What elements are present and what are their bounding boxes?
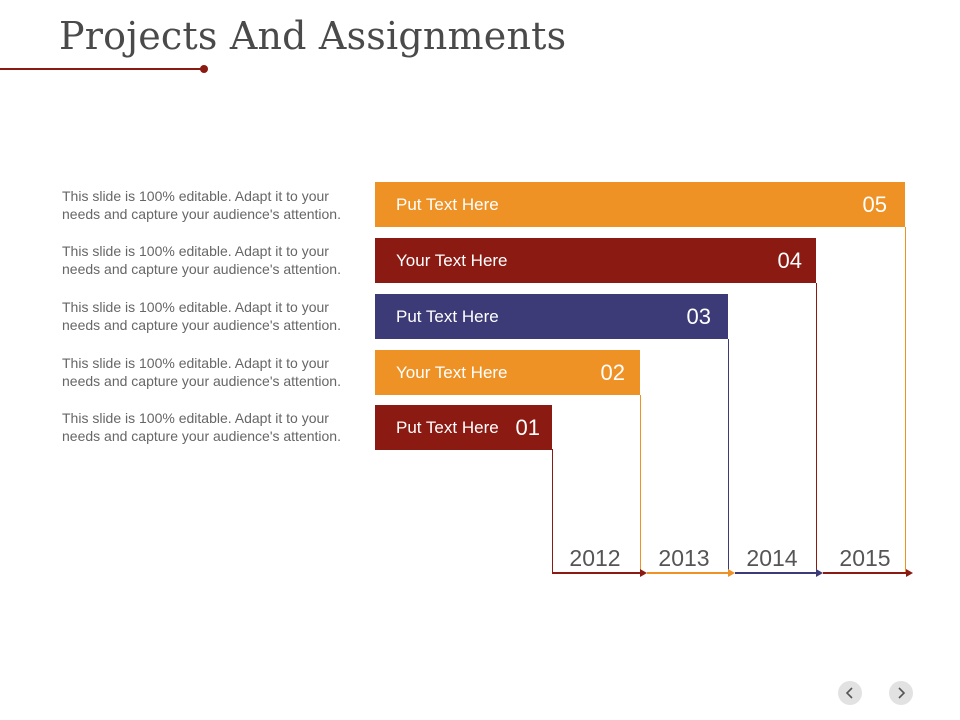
connector-line-2013 bbox=[728, 339, 729, 573]
bar-number: 03 bbox=[686, 304, 711, 329]
arrow-icon bbox=[640, 569, 647, 577]
bar-number: 02 bbox=[600, 360, 625, 385]
year-label-2014: 2014 bbox=[746, 545, 798, 571]
bar-number: 05 bbox=[862, 192, 887, 217]
bar-label: Put Text Here bbox=[396, 418, 499, 437]
description-text: This slide is 100% editable. Adapt it to… bbox=[62, 243, 341, 277]
timeline-segment bbox=[552, 572, 640, 574]
year-label-2013: 2013 bbox=[658, 545, 710, 571]
year-label-2012: 2012 bbox=[569, 545, 621, 571]
timeline-segment bbox=[647, 572, 728, 574]
bar-label: Put Text Here bbox=[396, 195, 499, 214]
title-underline bbox=[0, 68, 203, 70]
connector-line-2012 bbox=[552, 449, 553, 573]
bar-01: Put Text Here 01 bbox=[375, 405, 552, 450]
arrow-icon bbox=[816, 569, 823, 577]
timeline-segment bbox=[823, 572, 906, 574]
bar-label: Put Text Here bbox=[396, 307, 499, 326]
bar-02: Your Text Here 02 bbox=[375, 350, 640, 395]
arrow-icon bbox=[906, 569, 913, 577]
bar-04: Your Text Here 04 bbox=[375, 238, 816, 283]
year-label-2015: 2015 bbox=[839, 545, 891, 571]
bar-05: Put Text Here 05 bbox=[375, 182, 905, 227]
description-text: This slide is 100% editable. Adapt it to… bbox=[62, 355, 341, 389]
connector-line-2012b bbox=[640, 395, 641, 573]
arrow-icon bbox=[728, 569, 735, 577]
description-text: This slide is 100% editable. Adapt it to… bbox=[62, 410, 341, 444]
bar-label: Your Text Here bbox=[396, 363, 508, 382]
bar-03: Put Text Here 03 bbox=[375, 294, 728, 339]
bar-number: 01 bbox=[515, 415, 540, 440]
bar-number: 04 bbox=[777, 248, 802, 273]
bar-label: Your Text Here bbox=[396, 251, 508, 270]
prev-slide-button[interactable] bbox=[838, 681, 862, 705]
description-text: This slide is 100% editable. Adapt it to… bbox=[62, 188, 341, 222]
title-underline-dot bbox=[200, 65, 208, 73]
connector-line-2015 bbox=[905, 227, 906, 573]
next-slide-button[interactable] bbox=[889, 681, 913, 705]
description-text: This slide is 100% editable. Adapt it to… bbox=[62, 299, 341, 333]
chevron-right-icon bbox=[898, 687, 906, 699]
page-title: Projects And Assignments bbox=[59, 14, 567, 58]
timeline-segment bbox=[735, 572, 816, 574]
chevron-left-icon bbox=[845, 687, 853, 699]
connector-line-2014 bbox=[816, 283, 817, 573]
